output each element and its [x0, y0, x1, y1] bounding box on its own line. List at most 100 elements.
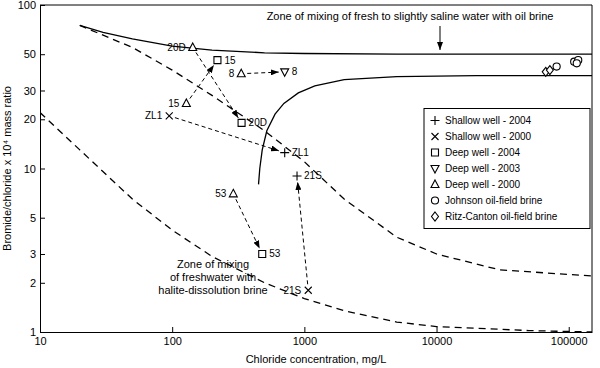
legend-label: Ritz-Canton oil-field brine	[445, 211, 558, 222]
x-tick-mark	[437, 327, 438, 332]
point-label: ZL1	[292, 147, 310, 158]
point-label: 20D	[249, 117, 267, 128]
sample-point	[553, 63, 560, 70]
y-tick-label: 100	[18, 0, 36, 11]
mixing-curve	[80, 25, 592, 54]
sample-point	[546, 66, 553, 75]
legend-label: Shallow well - 2000	[445, 131, 532, 142]
y-axis-title: Bromide/chloride x 10⁴ mass ratio	[1, 86, 13, 251]
trend-arrow	[175, 118, 279, 151]
sample-point	[238, 119, 245, 126]
x-tick-mark	[172, 327, 173, 332]
annotation-text: Zone of mixing of fresh to slightly sali…	[267, 10, 554, 22]
y-tick-label: 10	[24, 163, 36, 175]
y-tick: 50	[24, 48, 45, 60]
point-label: 21S	[283, 285, 301, 296]
trend-arrow	[196, 52, 238, 117]
y-tick-mark	[40, 218, 45, 219]
annotation: Zone of mixingof freshwater withhalite-d…	[158, 258, 267, 296]
sample-point	[259, 250, 266, 257]
y-tick-mark	[40, 90, 45, 91]
x-tick: 10000	[422, 327, 453, 347]
y-tick-mark	[40, 54, 45, 55]
point-labels: ZL121SZL121S1520D53820D15853	[145, 42, 322, 296]
y-tick: 10	[24, 163, 45, 175]
legend-marker	[432, 212, 439, 221]
y-tick-mark	[40, 119, 45, 120]
sample-point	[280, 148, 289, 157]
x-tick-label: 10	[34, 335, 46, 347]
y-tick: 2	[30, 277, 45, 289]
trend-arrow	[247, 72, 278, 73]
sample-point	[229, 189, 237, 197]
annotation: Zone of mixing of fresh to slightly sali…	[267, 10, 554, 50]
legend-marker	[432, 133, 439, 140]
point-label: 53	[269, 248, 281, 259]
trend-arrow	[298, 182, 308, 284]
point-label: ZL1	[145, 110, 163, 121]
x-tick-label: 10000	[422, 335, 453, 347]
y-axis: 1 2 3 5 10 20 30 50 100	[18, 0, 45, 338]
legend-label: Johnson oil-field brine	[445, 195, 543, 206]
legend: Shallow well - 2004Shallow well - 2000De…	[424, 109, 590, 229]
y-tick-mark	[40, 254, 45, 255]
trend-arrow	[236, 199, 260, 248]
point-label: 21S	[304, 170, 322, 181]
legend-marker	[431, 116, 440, 125]
sample-point	[293, 171, 302, 180]
sample-point	[305, 287, 312, 294]
y-tick-label: 3	[30, 248, 36, 260]
trend-arrow	[190, 65, 214, 99]
y-tick: 3	[30, 248, 45, 260]
point-label: 15	[224, 55, 236, 66]
sample-point	[237, 69, 245, 77]
x-tick-label: 1000	[293, 335, 317, 347]
sample-point	[214, 57, 221, 64]
legend-marker	[432, 149, 439, 156]
y-tick-label: 20	[24, 113, 36, 125]
y-tick: 1	[30, 326, 45, 338]
y-tick: 5	[30, 212, 45, 224]
y-tick-mark	[40, 283, 45, 284]
legend-marker	[431, 197, 438, 204]
annotation-text: halite-dissolution brine	[158, 284, 267, 296]
sample-point	[182, 99, 190, 107]
point-label: 15	[168, 98, 180, 109]
plot-frame	[40, 5, 592, 6]
legend-label: Deep well - 2004	[445, 147, 520, 158]
x-tick: 1000	[293, 327, 317, 347]
x-axis-line	[41, 332, 593, 333]
y-tick-label: 50	[24, 48, 36, 60]
point-label: 8	[292, 66, 298, 77]
legend-marker	[431, 180, 439, 188]
x-tick-label: 100000	[551, 335, 588, 347]
x-tick-label: 100	[164, 335, 182, 347]
chart: 10 100 1000 10000 100000 1 2 3 5 10 20 30 50 100 Chlor…	[0, 0, 600, 368]
y-tick: 30	[24, 85, 45, 97]
annotation-arrow	[440, 26, 441, 50]
point-label: 8	[229, 68, 235, 79]
x-tick-mark	[304, 327, 305, 332]
x-tick: 100000	[551, 327, 588, 347]
y-tick-label: 1	[30, 326, 36, 338]
x-tick: 100	[164, 327, 182, 347]
plot-area	[40, 25, 592, 332]
annotation-text: Zone of mixing	[177, 258, 249, 270]
y-tick-mark	[40, 332, 45, 333]
sample-point	[573, 60, 580, 67]
y-tick-label: 2	[30, 277, 36, 289]
y-tick-label: 30	[24, 85, 36, 97]
y-tick-label: 5	[30, 212, 36, 224]
legend-label: Deep well - 2003	[445, 163, 520, 174]
sample-point	[281, 69, 289, 77]
legend-box	[424, 109, 590, 229]
legend-marker	[431, 166, 439, 174]
legend-label: Deep well - 2000	[445, 179, 520, 190]
y-tick: 100	[18, 0, 45, 11]
x-axis-title: Chloride concentration, mg/L	[246, 353, 387, 365]
sample-point	[166, 112, 173, 119]
annotation-text: of freshwater with	[170, 271, 256, 283]
point-label: 20D	[167, 42, 185, 53]
y-tick-mark	[40, 169, 45, 170]
mixing-curve	[80, 25, 592, 276]
